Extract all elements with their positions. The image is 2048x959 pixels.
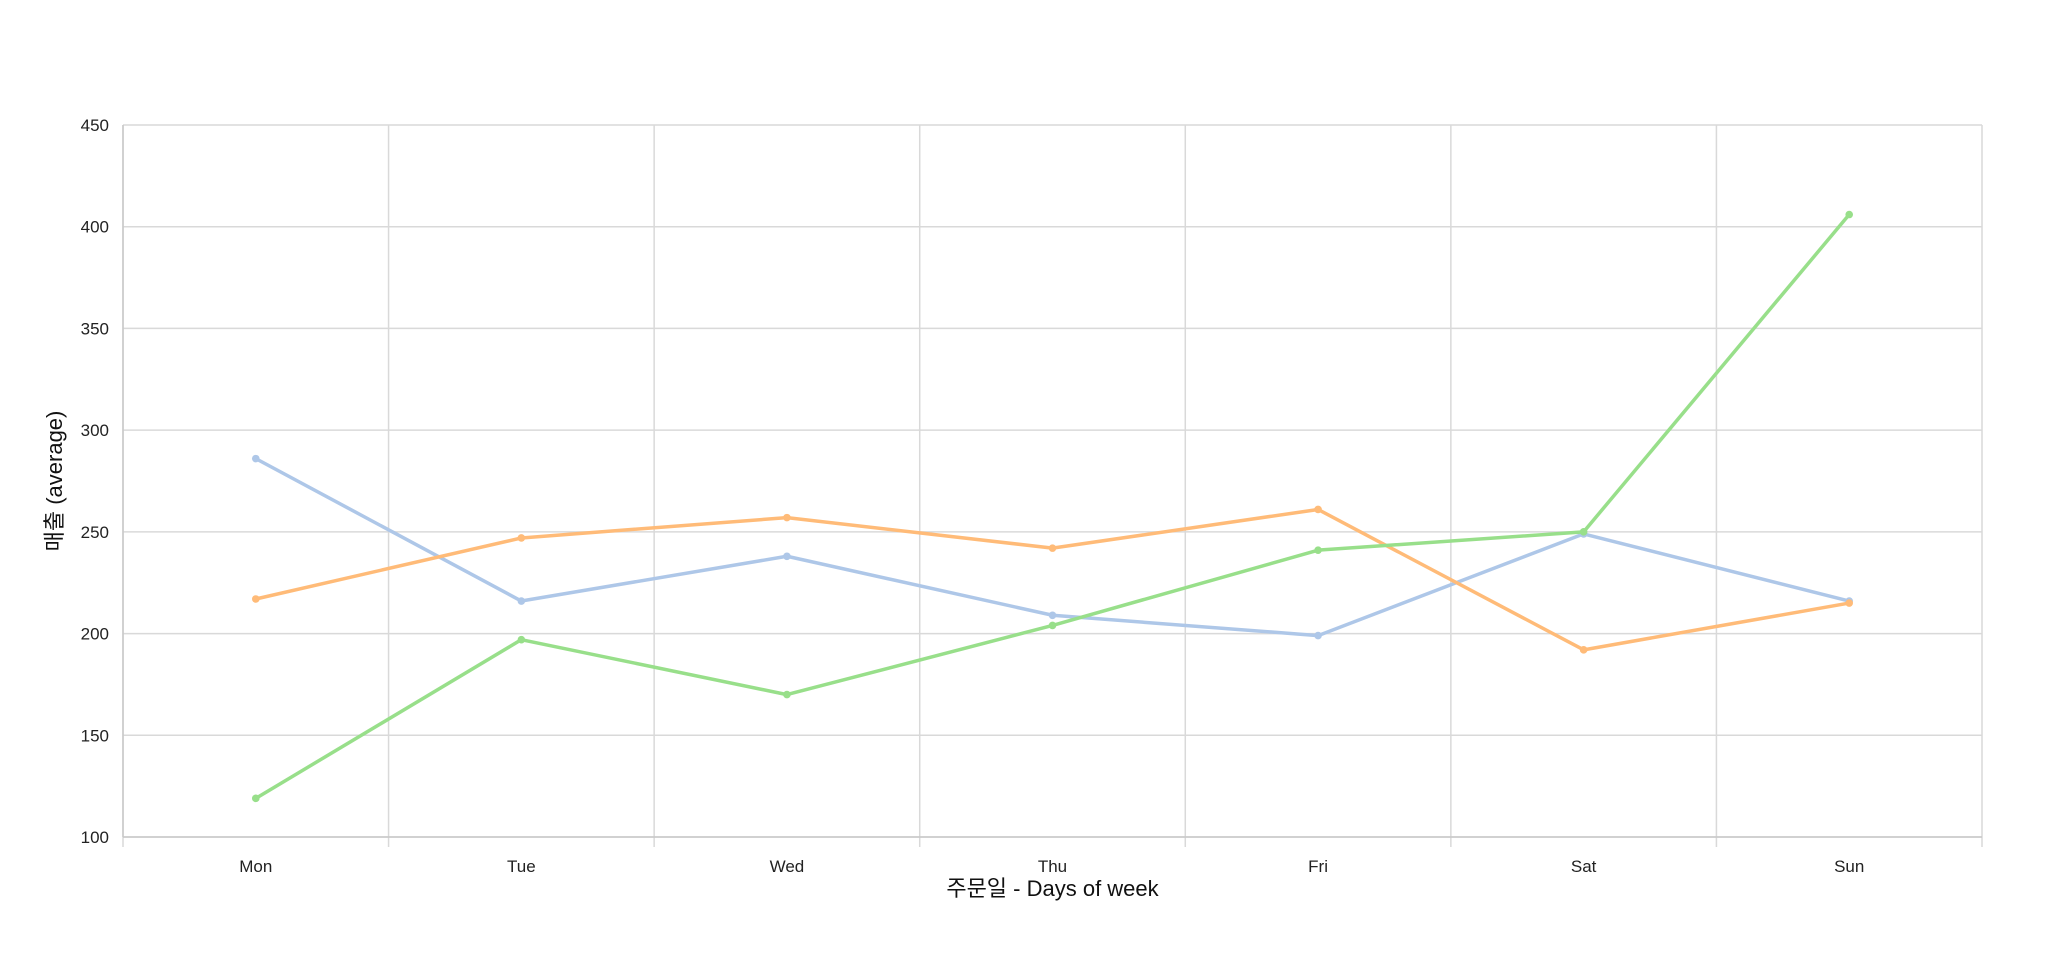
x-tick-label: Wed [770,857,805,876]
data-point [1314,546,1322,554]
data-point [251,595,260,603]
x-tick-label: Tue [507,857,536,876]
data-point [1314,631,1322,640]
series-line [254,212,1851,801]
x-axis-title: 주문일 - Days of week [946,876,1159,901]
data-point [1314,505,1322,514]
data-point [1845,210,1854,219]
data-point [517,635,526,644]
data-point [783,690,791,699]
y-tick-label: 200 [81,625,109,644]
y-axis-title: 매출 (average) [42,411,67,552]
series-layer [251,210,1854,803]
series-1 [251,505,1854,654]
x-axis-ticks: Mon Tue Wed Thu Fri Sat Sun [239,857,1864,876]
y-tick-label: 450 [81,116,109,135]
y-axis-ticks: 100 150 200 250 300 350 400 450 [81,116,109,847]
data-point [517,534,526,542]
y-tick-label: 400 [81,218,109,237]
x-tick-label: Sun [1834,857,1864,876]
x-tick-label: Thu [1038,857,1067,876]
series-2 [251,210,1854,803]
y-tick-label: 300 [81,421,109,440]
x-tick-label: Sat [1571,857,1597,876]
grid-lines [122,124,1983,847]
data-point [1579,528,1588,536]
data-point [1845,599,1854,607]
data-point [251,454,260,463]
x-tick-label: Fri [1308,857,1328,876]
y-tick-label: 100 [81,828,109,847]
data-point [783,552,791,561]
y-tick-label: 350 [81,319,109,338]
y-tick-label: 150 [81,726,109,745]
data-point [1048,611,1057,620]
y-tick-label: 250 [81,523,109,542]
data-point [783,513,791,522]
x-tick-label: Mon [239,857,272,876]
data-point [251,794,260,803]
data-point [1048,621,1057,630]
data-point [517,597,526,605]
data-point [1048,544,1057,552]
data-point [1579,646,1588,654]
